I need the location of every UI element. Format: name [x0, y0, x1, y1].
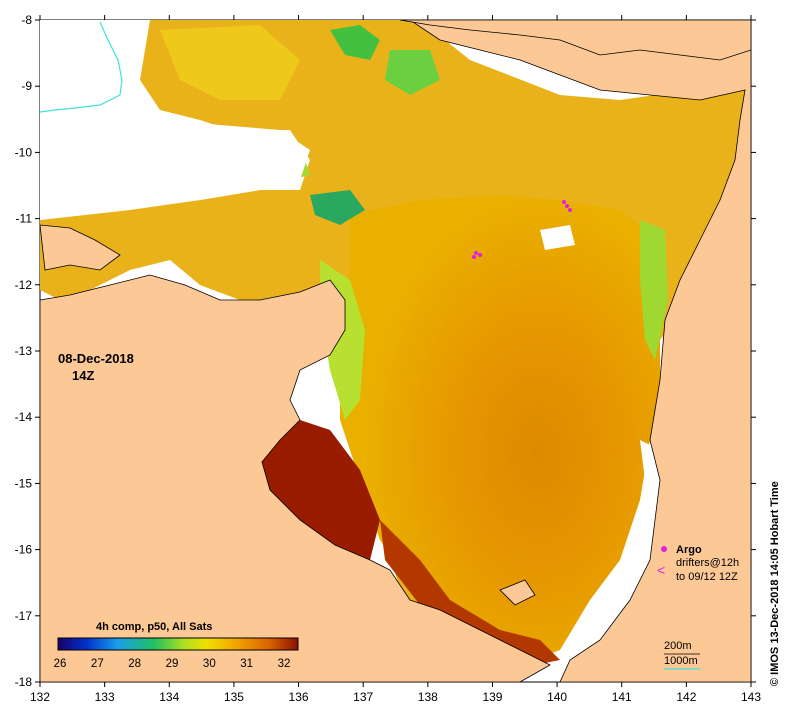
sst-gulf: [340, 195, 660, 665]
colorbar-labels: 26 27 28 29 30 31 32: [54, 658, 291, 670]
colorbar-tick-label: 32: [278, 658, 291, 670]
x-tick-label: 143: [741, 690, 761, 704]
sst-hot-sw: [255, 420, 380, 560]
x-axis-ticks: 132 133 134 135 136 137 138 139 140 141 142 143: [30, 15, 761, 704]
land-west: [40, 274, 551, 682]
drifters-time-label: to 09/12 12Z: [676, 571, 738, 583]
land-png: [399, 20, 751, 61]
composite-label: 4h comp, p50, All Sats: [96, 621, 212, 633]
isobath-200m-label: 200m: [664, 640, 692, 652]
x-tick-label: 132: [30, 690, 50, 704]
sst-green-patch-3: [310, 190, 365, 225]
y-tick-label: -18: [15, 675, 33, 689]
colorbar-tick-label: 28: [128, 658, 141, 670]
y-tick-label: -10: [15, 145, 33, 159]
land-east: [409, 20, 751, 682]
y-tick-label: -15: [15, 476, 33, 490]
cloud-nw: [40, 20, 310, 220]
x-tick-label: 134: [159, 690, 179, 704]
colorbar-tick-label: 29: [166, 658, 179, 670]
drifters-legend-label: drifters@12h: [676, 557, 739, 569]
y-tick-label: -13: [15, 344, 33, 358]
x-tick-label: 141: [612, 690, 632, 704]
cloud-patch-c: [618, 565, 640, 590]
land-west-island: [40, 224, 121, 271]
cloud-patch-a: [540, 225, 575, 250]
y-tick-label: -17: [15, 609, 33, 623]
sst-green-coast-east: [640, 220, 668, 360]
argo-marker-2: [562, 200, 572, 212]
drifter-legend-marker: <: [657, 562, 665, 578]
isobath-200m: [40, 21, 123, 113]
colorbar-tick-label: 31: [240, 658, 253, 670]
time-label: 14Z: [72, 368, 94, 383]
x-tick-label: 136: [289, 690, 309, 704]
colorbar: [57, 637, 299, 651]
y-tick-label: -12: [15, 278, 33, 292]
sst-yellow-north: [160, 25, 300, 100]
isobath-1000m-label: 1000m: [664, 655, 698, 667]
y-tick-label: -11: [16, 212, 33, 226]
x-tick-label: 142: [676, 690, 696, 704]
colorbar-tick-label: 30: [203, 658, 216, 670]
sst-green-patch-1: [330, 25, 380, 60]
copyright-label: © IMOS 13-Dec-2018 14:05 Hobart Time: [769, 481, 781, 686]
sst-green-patch-2: [385, 50, 440, 95]
island-south: [499, 579, 536, 606]
x-tick-label: 139: [482, 690, 502, 704]
colorbar-tick-label: 26: [54, 658, 67, 670]
y-tick-label: -9: [21, 79, 32, 93]
date-label: 08-Dec-2018: [58, 351, 134, 366]
x-tick-label: 133: [95, 690, 115, 704]
x-tick-label: 138: [418, 690, 438, 704]
x-tick-label: 140: [547, 690, 567, 704]
y-tick-label: -16: [15, 543, 33, 557]
colorbar-tick-label: 27: [91, 658, 104, 670]
y-tick-label: -8: [21, 13, 32, 27]
x-tick-label: 137: [353, 690, 373, 704]
argo-legend-label: Argo: [676, 544, 702, 556]
x-tick-label: 135: [224, 690, 244, 704]
y-axis-ticks: -8 -9 -10 -11 -12 -13 -14 -15 -16 -17 -18: [15, 13, 756, 689]
argo-marker-1: [472, 251, 482, 259]
argo-legend-marker: [661, 546, 667, 552]
y-tick-label: -14: [15, 410, 33, 424]
